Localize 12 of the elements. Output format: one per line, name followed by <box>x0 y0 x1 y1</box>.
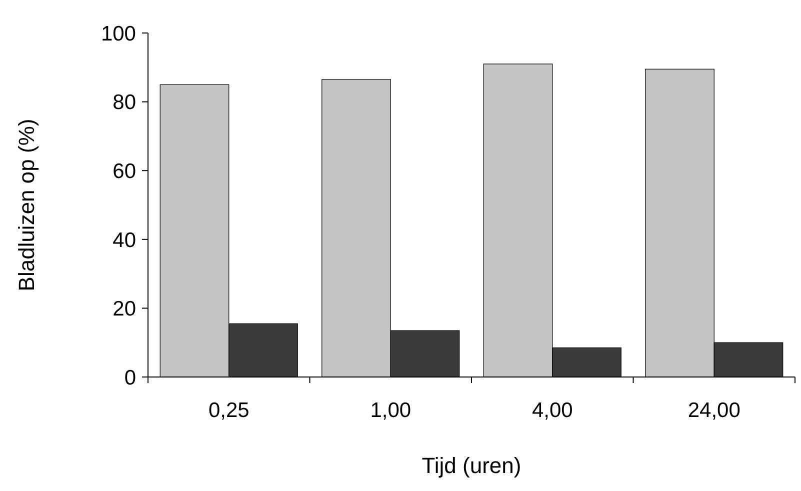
y-tick-label: 20 <box>112 298 136 321</box>
x-tick-label: 4,00 <box>532 399 573 422</box>
y-tick-label: 60 <box>112 160 136 183</box>
y-tick-label: 80 <box>112 91 136 114</box>
x-tick-label: 0,25 <box>208 399 250 422</box>
y-tick-label: 0 <box>124 366 136 390</box>
x-axis-title: Tijd (uren) <box>422 453 522 478</box>
x-tick-label: 24,00 <box>688 399 740 422</box>
y-axis-title: Bladluizen op (%) <box>14 118 39 292</box>
y-tick-label: 100 <box>100 22 136 46</box>
y-tick-label: 40 <box>112 228 136 252</box>
x-tick-label: 1,00 <box>370 399 412 422</box>
